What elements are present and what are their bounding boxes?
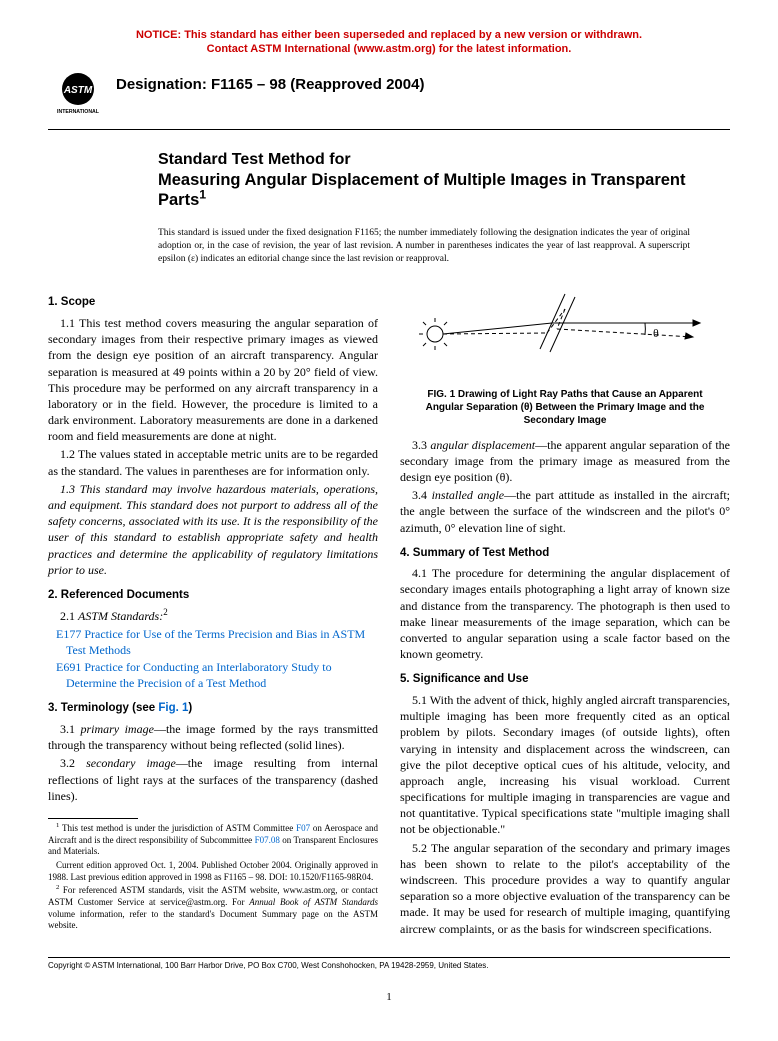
para-1-3: 1.3 This standard may involve hazardous …	[48, 481, 378, 578]
term-angular-displacement: angular displacement	[430, 438, 535, 452]
svg-text:θ: θ	[653, 326, 659, 340]
footnote-rule	[48, 818, 138, 819]
para-1-1: 1.1 This test method covers measuring th…	[48, 315, 378, 445]
figure-1-caption: FIG. 1 Drawing of Light Ray Paths that C…	[400, 388, 730, 427]
para-5-2: 5.2 The angular separation of the second…	[400, 840, 730, 937]
title-block: Standard Test Method for Measuring Angul…	[158, 150, 710, 211]
page: NOTICE: This standard has either been su…	[0, 0, 778, 1034]
para-3-3: 3.3 angular displacement—the apparent an…	[400, 437, 730, 486]
section-1-head: 1. Scope	[48, 295, 378, 311]
para-2-1: 2.1 ASTM Standards:2	[48, 608, 378, 624]
ref-e691-text: Practice for Conducting an Interlaborato…	[66, 660, 332, 690]
title-main: Measuring Angular Displacement of Multip…	[158, 170, 710, 211]
para-2-1-pre: 2.1	[60, 609, 78, 623]
header-row: ASTM INTERNATIONAL Designation: F1165 – …	[48, 71, 730, 123]
notice-banner: NOTICE: This standard has either been su…	[48, 28, 730, 57]
section-5-head: 5. Significance and Use	[400, 672, 730, 688]
footnote-2-i: Annual Book of ASTM Standards	[249, 897, 378, 907]
term-secondary-image: secondary image	[86, 756, 176, 770]
body-columns: 1. Scope 1.1 This test method covers mea…	[48, 285, 730, 938]
para-2-1-sup: 2	[163, 607, 168, 617]
section-2-head: 2. Referenced Documents	[48, 588, 378, 604]
ref-e177[interactable]: E177 Practice for Use of the Terms Preci…	[66, 626, 378, 658]
figure-1-svg: θ	[415, 289, 715, 379]
section-4-head: 4. Summary of Test Method	[400, 546, 730, 562]
bottom-rule	[48, 957, 730, 958]
para-3-1-num: 3.1	[60, 722, 80, 736]
subcommittee-f0708-link[interactable]: F07.08	[255, 835, 280, 845]
title-prefix: Standard Test Method for	[158, 150, 710, 170]
page-number: 1	[48, 990, 730, 1005]
ref-e177-code: E177	[56, 627, 81, 641]
para-4-1: 4.1 The procedure for determining the an…	[400, 565, 730, 662]
para-3-4-num: 3.4	[412, 488, 432, 502]
issuance-note: This standard is issued under the fixed …	[158, 227, 690, 265]
footnote-1: 1 This test method is under the jurisdic…	[48, 823, 378, 858]
notice-line1: NOTICE: This standard has either been su…	[136, 29, 642, 41]
svg-text:ASTM: ASTM	[63, 85, 93, 96]
copyright-text: Copyright © ASTM International, 100 Barr…	[48, 961, 730, 972]
section-3-head: 3. Terminology (see Fig. 1)	[48, 701, 378, 717]
figure-1: θ FIG. 1 Drawing of Light Ray Paths that…	[400, 289, 730, 426]
designation-text: Designation: F1165 – 98 (Reapproved 2004…	[116, 75, 424, 95]
section-3-head-pre: 3. Terminology (see	[48, 702, 158, 714]
ref-e691[interactable]: E691 Practice for Conducting an Interlab…	[66, 659, 378, 691]
para-3-2-num: 3.2	[60, 756, 86, 770]
footnote-1-a: This test method is under the jurisdicti…	[59, 823, 296, 833]
ref-e691-code: E691	[56, 660, 81, 674]
fig1-link[interactable]: Fig. 1	[158, 702, 188, 714]
svg-text:INTERNATIONAL: INTERNATIONAL	[57, 109, 100, 115]
para-2-1-label: ASTM Standards:	[78, 609, 163, 623]
term-primary-image: primary image	[80, 722, 153, 736]
footnote-1b: Current edition approved Oct. 1, 2004. P…	[48, 860, 378, 883]
para-3-4: 3.4 installed angle—the part attitude as…	[400, 487, 730, 536]
footnote-2: 2 For referenced ASTM standards, visit t…	[48, 885, 378, 932]
left-column: 1. Scope 1.1 This test method covers mea…	[48, 285, 378, 938]
title-main-text: Measuring Angular Displacement of Multip…	[158, 171, 686, 210]
notice-line2: Contact ASTM International (www.astm.org…	[207, 43, 572, 55]
para-5-1: 5.1 With the advent of thick, highly ang…	[400, 692, 730, 838]
para-1-2: 1.2 The values stated in acceptable metr…	[48, 446, 378, 478]
para-3-1: 3.1 primary image—the image formed by th…	[48, 721, 378, 753]
committee-f07-link[interactable]: F07	[296, 823, 310, 833]
astm-logo: ASTM INTERNATIONAL	[48, 71, 108, 123]
title-sup: 1	[199, 188, 206, 202]
para-3-2: 3.2 secondary image—the image resulting …	[48, 755, 378, 804]
section-3-head-post: )	[188, 702, 192, 714]
footnote-2-b: volume information, refer to the standar…	[48, 909, 378, 931]
para-3-3-num: 3.3	[412, 438, 430, 452]
right-column: θ FIG. 1 Drawing of Light Ray Paths that…	[400, 285, 730, 938]
term-installed-angle: installed angle	[432, 488, 505, 502]
ref-e177-text: Practice for Use of the Terms Precision …	[66, 627, 365, 657]
header-rule	[48, 129, 730, 130]
